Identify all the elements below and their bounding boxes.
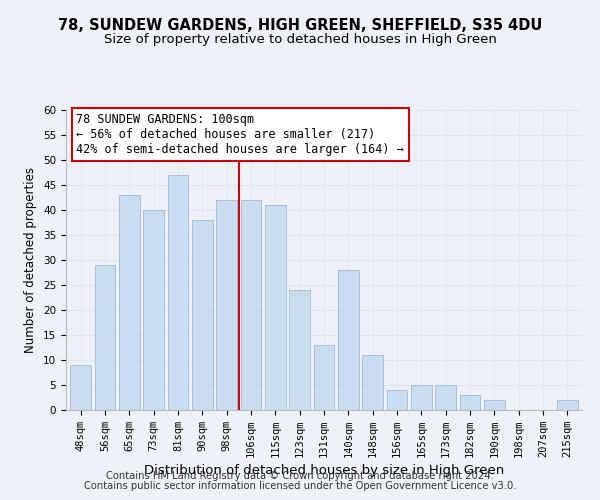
Bar <box>167 175 188 410</box>
Bar <box>289 290 310 410</box>
Text: Size of property relative to detached houses in High Green: Size of property relative to detached ho… <box>104 32 496 46</box>
Bar <box>338 270 359 410</box>
Text: Contains HM Land Registry data © Crown copyright and database right 2024.: Contains HM Land Registry data © Crown c… <box>106 471 494 481</box>
Text: Contains public sector information licensed under the Open Government Licence v3: Contains public sector information licen… <box>84 481 516 491</box>
Bar <box>386 390 407 410</box>
Bar <box>362 355 383 410</box>
Bar <box>265 205 286 410</box>
Bar <box>143 210 164 410</box>
Bar <box>216 200 237 410</box>
Bar <box>557 400 578 410</box>
Text: 78 SUNDEW GARDENS: 100sqm
← 56% of detached houses are smaller (217)
42% of semi: 78 SUNDEW GARDENS: 100sqm ← 56% of detac… <box>76 113 404 156</box>
Bar <box>70 365 91 410</box>
X-axis label: Distribution of detached houses by size in High Green: Distribution of detached houses by size … <box>144 464 504 477</box>
Bar <box>484 400 505 410</box>
Bar <box>95 265 115 410</box>
Bar <box>411 385 432 410</box>
Bar <box>119 195 140 410</box>
Bar <box>314 345 334 410</box>
Bar <box>192 220 212 410</box>
Bar <box>241 200 262 410</box>
Bar <box>460 395 481 410</box>
Bar <box>436 385 456 410</box>
Text: 78, SUNDEW GARDENS, HIGH GREEN, SHEFFIELD, S35 4DU: 78, SUNDEW GARDENS, HIGH GREEN, SHEFFIEL… <box>58 18 542 32</box>
Y-axis label: Number of detached properties: Number of detached properties <box>25 167 37 353</box>
